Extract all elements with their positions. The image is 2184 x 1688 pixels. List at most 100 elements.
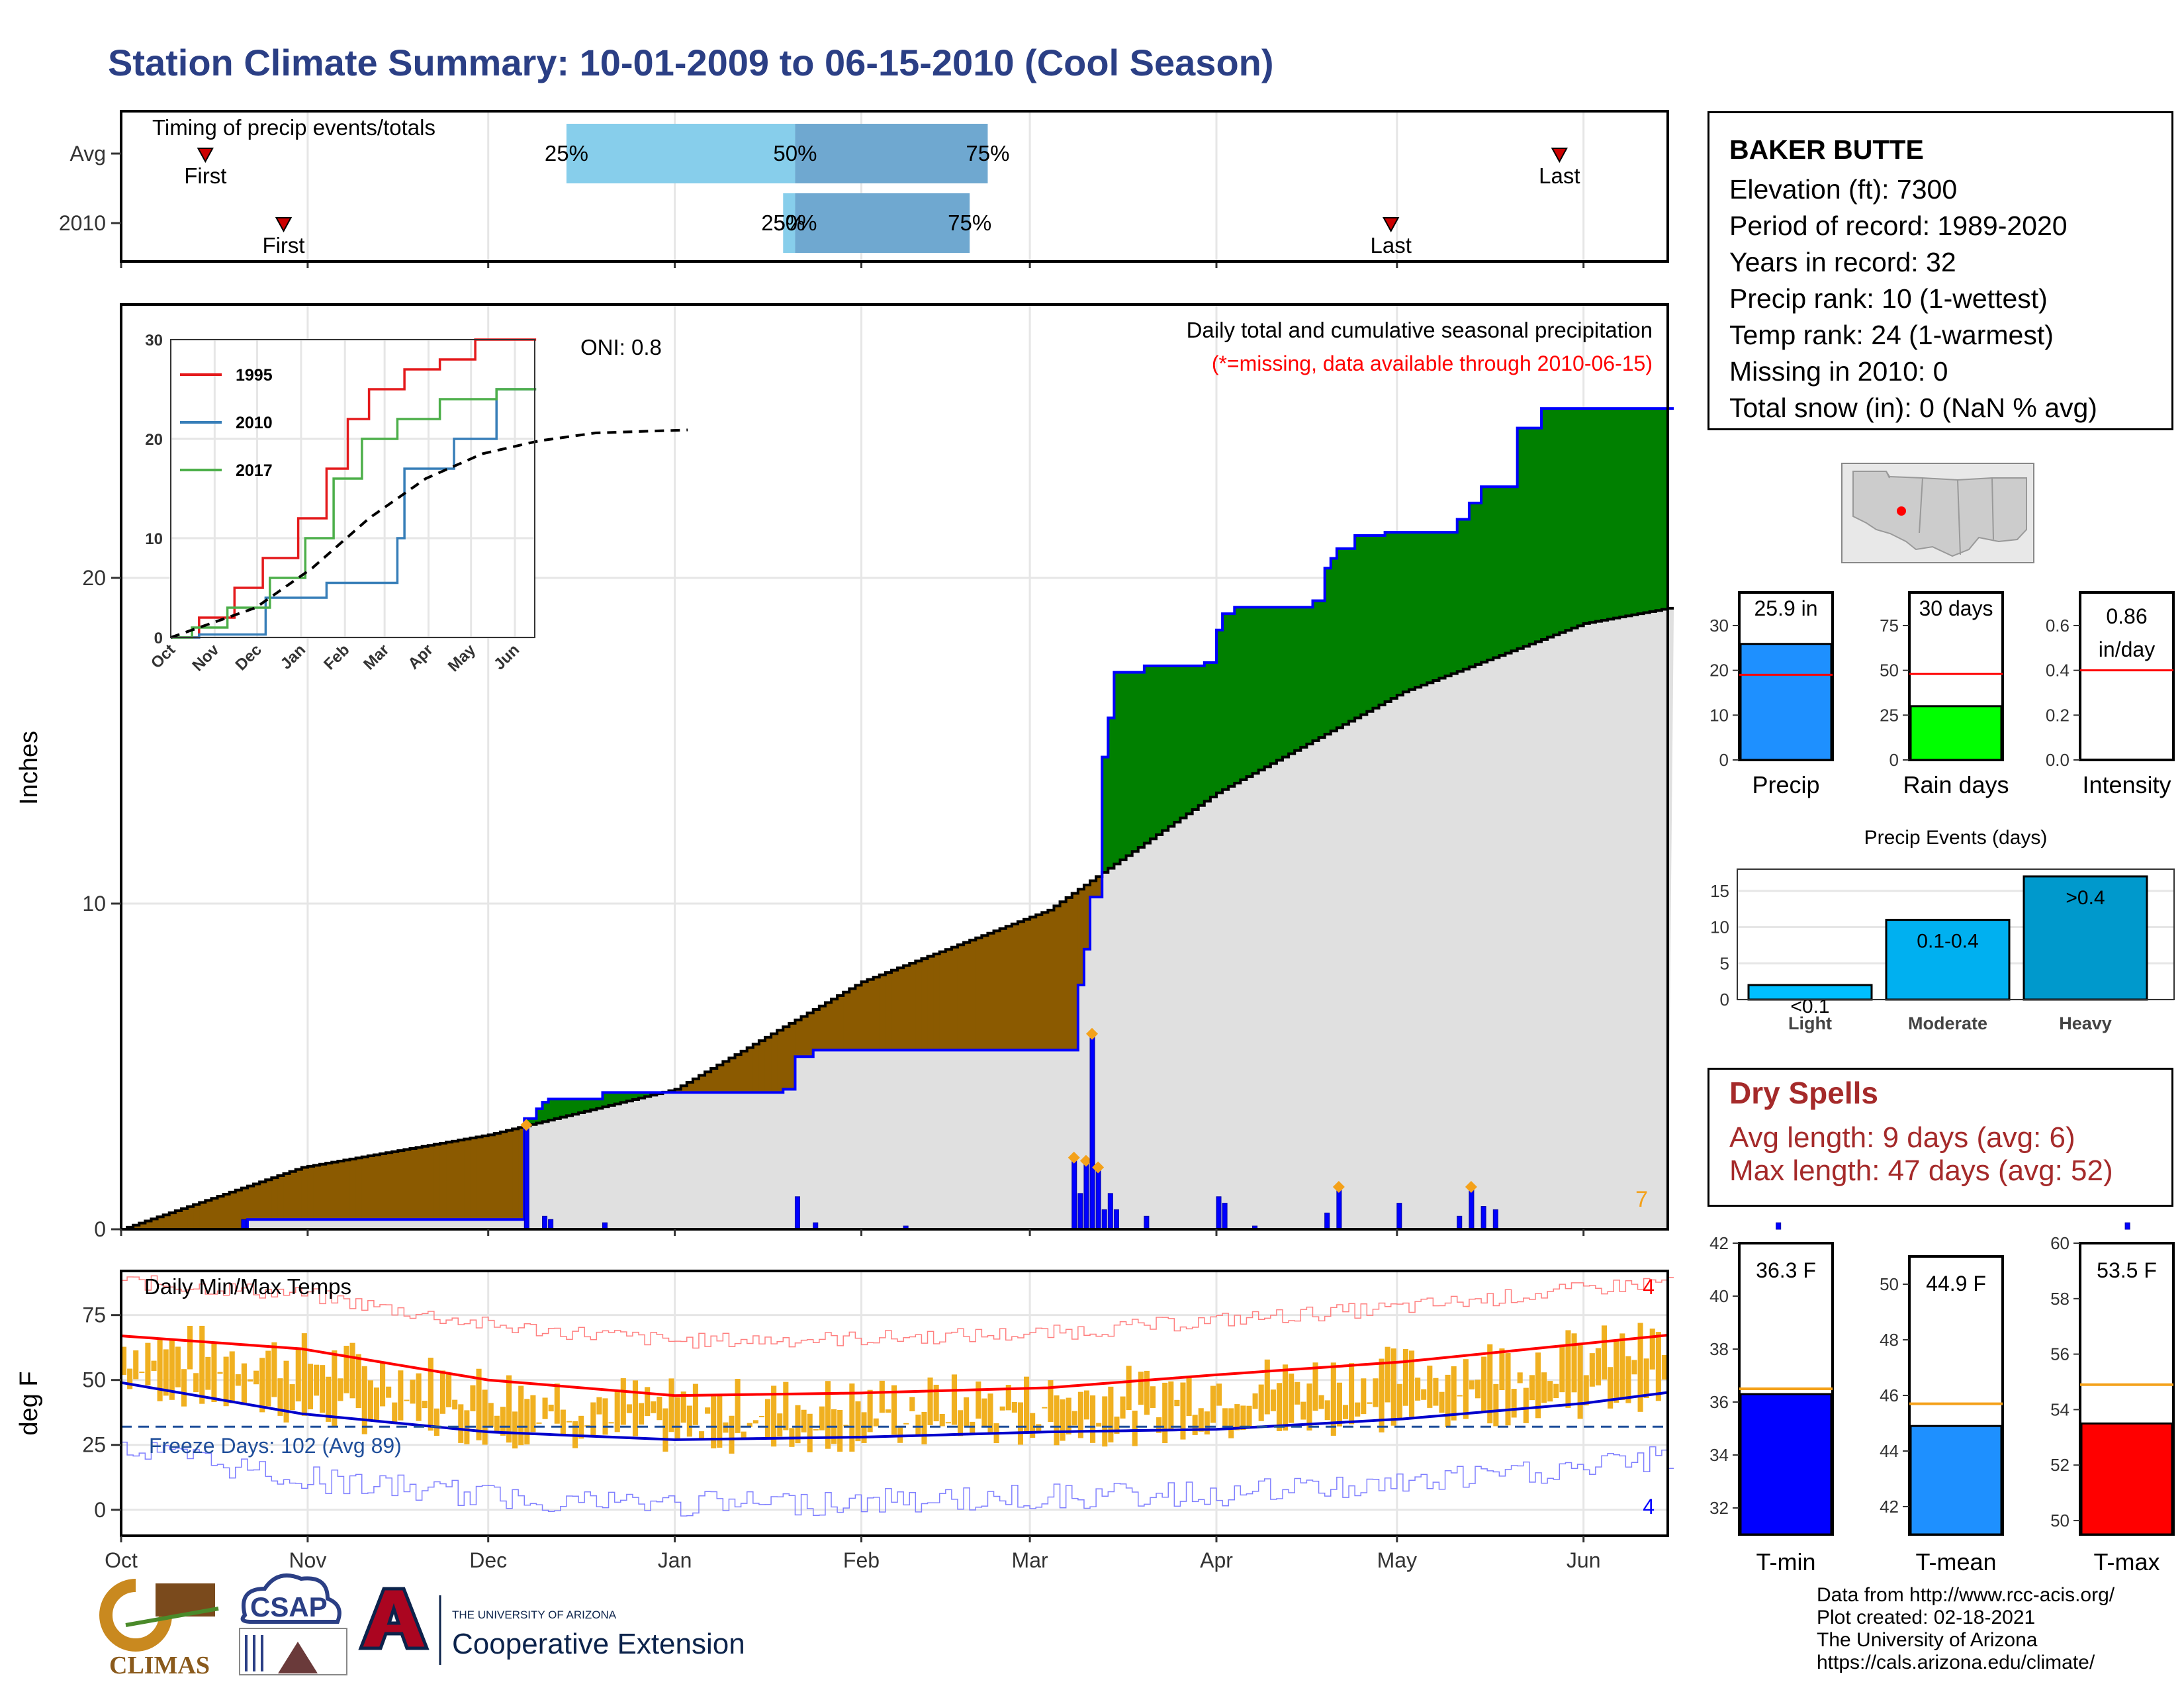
station-info-box: BAKER BUTTE Elevation (ft): 7300 Period … (1707, 111, 2173, 430)
surplus-segment (1402, 532, 1410, 692)
daily-precip-marker (1079, 1154, 1092, 1167)
timing-last-label: Last (1539, 164, 1580, 188)
daily-temp-bar (819, 1406, 825, 1430)
deficit-segment (253, 1184, 260, 1220)
temp-y-tick-label: 75 (82, 1303, 106, 1327)
csap-logo-text: CSAP (250, 1591, 328, 1622)
daily-temp-bar (1083, 1390, 1090, 1420)
daily-temp-bar (1643, 1358, 1649, 1399)
deficit-segment (711, 1068, 717, 1093)
deficit-segment (422, 1146, 429, 1220)
surplus-segment (1469, 502, 1476, 667)
deficit-segment (277, 1175, 285, 1220)
surplus-segment (572, 1099, 579, 1115)
surplus-segment (1114, 672, 1121, 865)
timing-bar-50-75 (795, 124, 988, 183)
surplus-segment (1150, 665, 1157, 839)
temp-gauge-tick-label: 58 (2050, 1289, 2070, 1309)
daily-temp-bar (1571, 1333, 1577, 1393)
surplus-segment (1355, 536, 1361, 718)
daily-temp-bar (1192, 1415, 1198, 1435)
daily-temp-bar (680, 1391, 686, 1423)
surplus-segment (1625, 408, 1633, 616)
timing-row-label: 2010 (59, 211, 106, 235)
deficit-segment (1011, 923, 1019, 1051)
timing-pct-label: 50% (773, 211, 817, 235)
temp-gauge-tick-label: 56 (2050, 1344, 2070, 1364)
daily-temp-bar (1661, 1354, 1667, 1380)
daily-temp-bar (1336, 1382, 1342, 1427)
daily-temp-bar (1330, 1362, 1336, 1436)
daily-temp-bar (1457, 1395, 1463, 1397)
normal-cumulative-area (121, 608, 1674, 1229)
daily-temp-bar (1289, 1374, 1295, 1423)
daily-precip-bar (1492, 1209, 1498, 1230)
surplus-segment (1511, 487, 1518, 651)
temperature-chart: 0 25 50 75 Oct Nov Dec Jan Feb Mar Apr May Jun deg F D… (15, 1270, 1674, 1572)
deficit-segment (181, 1208, 188, 1229)
temp-gauge-value-label: 53.5 F (2097, 1258, 2157, 1282)
temp-ylabel: deg F (15, 1371, 43, 1435)
deficit-segment (512, 1129, 519, 1220)
daily-temp-bar (1300, 1401, 1306, 1420)
events-bar-label: 0.1-0.4 (1917, 931, 1978, 953)
inset-frame (170, 339, 535, 638)
events-bar (1885, 919, 2011, 1001)
deficit-segment (927, 956, 934, 1051)
deficit-segment (247, 1186, 254, 1220)
surplus-segment (608, 1092, 615, 1105)
deficit-segment (265, 1180, 272, 1220)
surplus-segment (1126, 672, 1133, 856)
daily-temp-bar (1005, 1385, 1011, 1411)
deficit-segment (349, 1158, 357, 1220)
deficit-segment (758, 1041, 766, 1093)
deficit-segment (867, 979, 874, 1051)
daily-temp-bar (530, 1395, 536, 1432)
daily-temp-bar (361, 1366, 367, 1434)
surplus-segment (1475, 502, 1482, 665)
gauge-tick-label: 0 (1719, 750, 1729, 770)
daily-temp-bar (674, 1397, 680, 1439)
surplus-segment (1349, 548, 1355, 722)
surplus-segment (1252, 607, 1259, 774)
daily-temp-bar (326, 1376, 332, 1422)
deficit-segment (398, 1150, 404, 1220)
deficit-segment (999, 928, 1007, 1051)
temp-gauge-label: T-max (2093, 1548, 2160, 1575)
temp-gauge-tick-label: 48 (1880, 1330, 1899, 1350)
station-missing: Missing in 2010: 0 (1729, 356, 1948, 387)
timing-pct-label: 50% (773, 141, 817, 165)
daily-temp-bar (909, 1397, 915, 1411)
deficit-segment (326, 1163, 332, 1220)
daily-temp-bar (692, 1383, 698, 1425)
deficit-segment (993, 931, 1001, 1051)
deficit-segment (813, 1009, 820, 1051)
surplus-segment (1300, 607, 1307, 747)
surplus-segment (1571, 408, 1578, 628)
temp-gauge-tick-label: 42 (1709, 1233, 1729, 1253)
surplus-segment (1583, 408, 1590, 624)
deficit-segment (386, 1152, 392, 1220)
surplus-segment (1439, 532, 1446, 679)
deficit-segment (921, 959, 929, 1051)
timing-bar-25-50 (566, 124, 796, 183)
deficit-segment (433, 1144, 441, 1220)
daily-temp-bar (1114, 1416, 1120, 1434)
daily-temp-bar (614, 1391, 620, 1432)
deficit-segment (301, 1167, 308, 1220)
deficit-segment (494, 1133, 501, 1220)
timing-first-marker (275, 217, 293, 233)
daily-temp-bar (253, 1370, 259, 1385)
station-period: Period of record: 1989-2020 (1729, 211, 2068, 241)
deficit-segment (367, 1156, 375, 1220)
daily-temp-bar (458, 1404, 464, 1443)
surplus-segment (1240, 607, 1248, 780)
surplus-segment (1541, 408, 1548, 639)
deficit-segment (175, 1210, 182, 1229)
credit-line: Plot created: 02-18-2021 (1817, 1607, 2036, 1628)
daily-temp-bar (133, 1350, 139, 1380)
daily-temp-bar (1547, 1381, 1553, 1402)
deficit-segment (361, 1156, 369, 1220)
surplus-segment (1222, 614, 1229, 790)
events-frame (1737, 868, 2175, 1000)
